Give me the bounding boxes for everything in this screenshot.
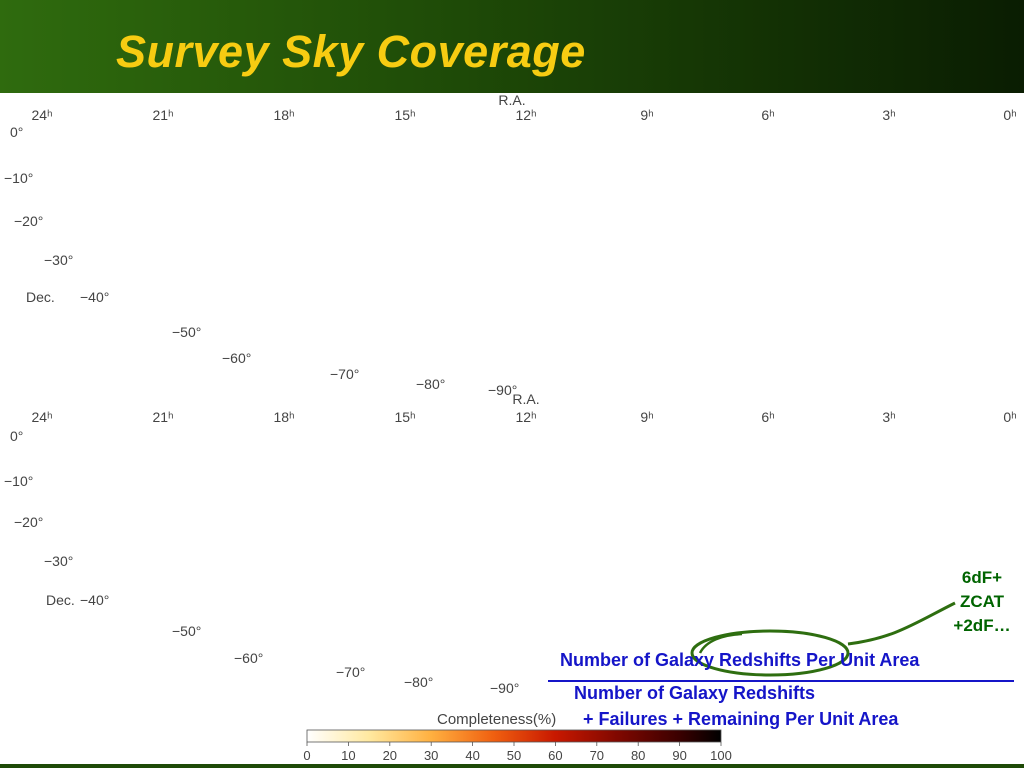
source-label: +2dF… (953, 616, 1011, 635)
footer-bar (0, 764, 1024, 768)
sky-maps: 24ʰ 21ʰ 18ʰ 15ʰ 12ʰ 9ʰ 6ʰ 3ʰ 0ʰ 0° −10° −20° −30° −4… (4, 93, 1017, 763)
dec-axis-title: Dec. (46, 592, 75, 608)
colorbar-tick-label: 20 (383, 748, 397, 763)
ra-tick-label: 21ʰ (153, 409, 174, 425)
title-bar (0, 0, 1024, 93)
colorbar-title: Completeness(%) (437, 711, 556, 728)
colorbar-tick-label: 0 (303, 748, 310, 763)
dec-tick-label: −10° (4, 170, 33, 186)
dec-tick-label: −20° (14, 514, 43, 530)
colorbar-tick-label: 90 (672, 748, 686, 763)
ra-axis-labels: 24ʰ 21ʰ 18ʰ 15ʰ 12ʰ 9ʰ 6ʰ 3ʰ 0ʰ (32, 409, 1017, 425)
source-label: 6dF+ (961, 568, 1003, 587)
dec-axis-title: Dec. (26, 289, 55, 305)
colorbar-gradient (306, 729, 722, 743)
dec-tick-label: −10° (4, 473, 33, 489)
ra-tick-label: 18ʰ (274, 107, 295, 123)
ra-tick-label: 6ʰ (761, 107, 774, 123)
colorbar-tick-label: 40 (465, 748, 479, 763)
dec-tick-label: −40° (80, 592, 109, 608)
dec-tick-label: −80° (404, 674, 433, 690)
dec-tick-label: −70° (330, 366, 359, 382)
fraction-line (548, 680, 1014, 682)
completeness-colorbar: Completeness(%) 0 10 20 30 40 50 60 70 80 90 100 (303, 711, 731, 763)
colorbar-tick-label: 100 (710, 748, 732, 763)
data-sources-callout: 6dF+ ZCAT +2dF… (944, 566, 1020, 638)
ra-axis-title: R.A. (498, 93, 525, 108)
colorbar-tick-label: 80 (631, 748, 645, 763)
colorbar-tick-label: 30 (424, 748, 438, 763)
dec-tick-label: −30° (44, 252, 73, 268)
ra-tick-label: 18ʰ (274, 409, 295, 425)
ra-tick-label: 24ʰ (32, 409, 53, 425)
ra-tick-label: 12ʰ (516, 409, 537, 425)
completeness-map-panel: 24ʰ 21ʰ 18ʰ 15ʰ 12ʰ 9ʰ 6ʰ 3ʰ 0ʰ 0° −10° −20° −30° −4… (4, 391, 1017, 696)
ra-tick-label: 12ʰ (516, 107, 537, 123)
ra-tick-label: 9ʰ (640, 409, 653, 425)
ra-tick-label: 3ʰ (882, 409, 895, 425)
dec-tick-label: 0° (10, 124, 23, 140)
fraction-denominator-line1: Number of Galaxy Redshifts (574, 683, 816, 703)
fields-map-panel: 24ʰ 21ʰ 18ʰ 15ʰ 12ʰ 9ʰ 6ʰ 3ʰ 0ʰ 0° −10° −20° −30° −4… (4, 93, 1017, 398)
colorbar-tick-label: 50 (507, 748, 521, 763)
dec-tick-label: −80° (416, 376, 445, 392)
dec-tick-label: −70° (336, 664, 365, 680)
dec-axis-labels: 0° −10° −20° −30° −40° −50° −60° −70° −80° −90° (4, 124, 517, 398)
ra-tick-label: 15ʰ (395, 409, 416, 425)
callout-ellipse (690, 629, 850, 677)
ra-axis-title: R.A. (512, 391, 539, 407)
callout-connector (847, 601, 956, 646)
slide-title: Survey Sky Coverage (116, 26, 586, 77)
ra-tick-label: 0ʰ (1003, 107, 1016, 123)
colorbar-tick-label: 10 (341, 748, 355, 763)
dec-tick-label: −50° (172, 324, 201, 340)
dec-tick-label: −90° (490, 680, 519, 696)
dec-tick-label: −40° (80, 289, 109, 305)
fraction-numerator: Number of Galaxy Redshifts Per Unit Area (560, 650, 920, 670)
dec-tick-label: −60° (234, 650, 263, 666)
dec-tick-label: −20° (14, 213, 43, 229)
ra-axis-labels: 24ʰ 21ʰ 18ʰ 15ʰ 12ʰ 9ʰ 6ʰ 3ʰ 0ʰ (32, 107, 1017, 123)
dec-axis-labels: 0° −10° −20° −30° −40° −50° −60° −70° −80° −90° (4, 428, 519, 696)
dec-tick-label: 0° (10, 428, 23, 444)
ra-tick-label: 9ʰ (640, 107, 653, 123)
callout-arrow (698, 632, 743, 654)
colorbar-tick-label: 70 (590, 748, 604, 763)
ra-tick-label: 24ʰ (32, 107, 53, 123)
colorbar-tick-labels: 0 10 20 30 40 50 60 70 80 90 100 (303, 742, 732, 763)
dec-tick-label: −30° (44, 553, 73, 569)
colorbar-tick-label: 60 (548, 748, 562, 763)
dec-tick-label: −90° (488, 382, 517, 398)
ra-tick-label: 21ʰ (153, 107, 174, 123)
ra-tick-label: 6ʰ (761, 409, 774, 425)
ra-tick-label: 3ʰ (882, 107, 895, 123)
dec-tick-label: −60° (222, 350, 251, 366)
source-label: ZCAT (959, 592, 1005, 611)
ra-tick-label: 0ʰ (1003, 409, 1016, 425)
fraction-denominator-line2: + Failures + Remaining Per Unit Area (583, 709, 899, 729)
ra-tick-label: 15ʰ (395, 107, 416, 123)
dec-tick-label: −50° (172, 623, 201, 639)
